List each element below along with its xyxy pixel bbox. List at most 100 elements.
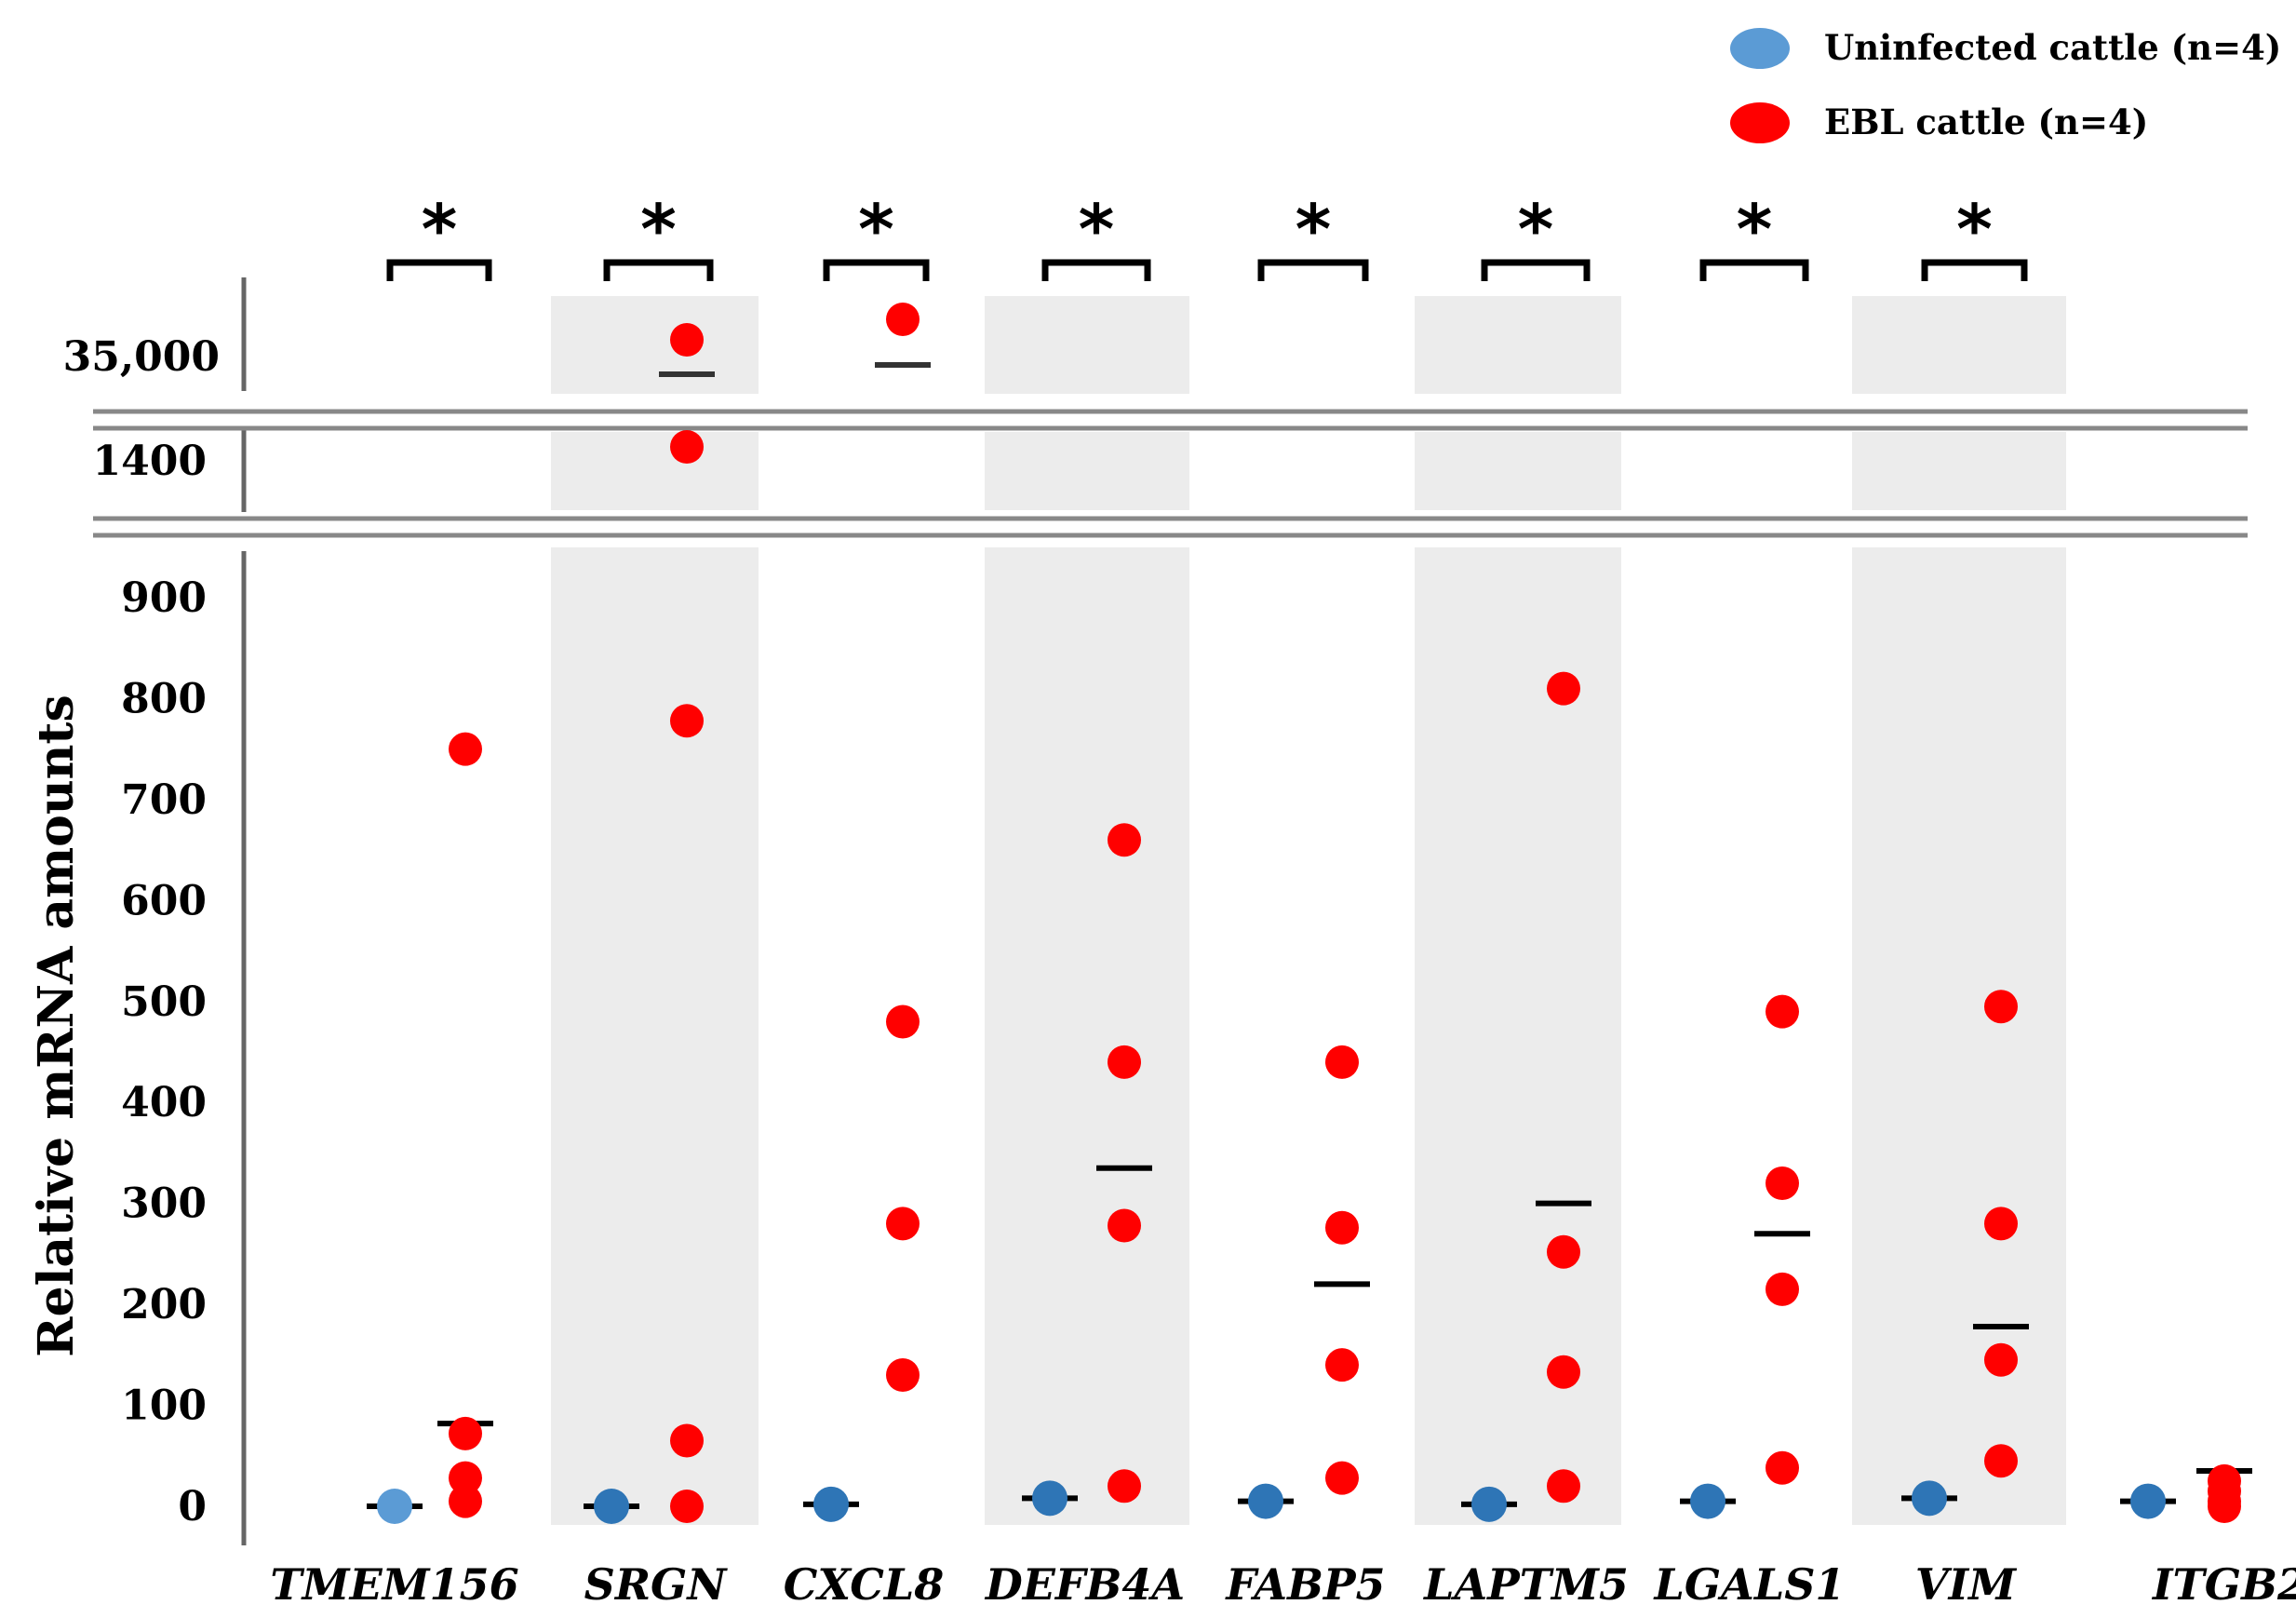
- point-ebl: [1984, 990, 2018, 1024]
- legend: Uninfected cattle (n=4) EBL cattle (n=4): [1730, 27, 2281, 143]
- point-ebl: [1984, 1444, 2018, 1478]
- point-ebl: [886, 1005, 920, 1039]
- point-ebl: [1547, 1355, 1580, 1389]
- significance-bracket: [823, 259, 930, 281]
- significance-bracket: [1257, 259, 1369, 281]
- point-ebl: [1108, 1208, 1141, 1243]
- significance-brackets: * * * * * * * *: [386, 190, 2028, 281]
- significance-bracket: [1481, 259, 1591, 281]
- significance-star: *: [1518, 190, 1554, 270]
- point-ebl: [670, 1423, 704, 1458]
- point-ebl: [1766, 1450, 1799, 1485]
- point-ebl: [1108, 823, 1141, 857]
- point-ebl: [1766, 1166, 1799, 1200]
- significance-bracket: [603, 259, 714, 281]
- point-ebl: [1984, 1342, 2018, 1377]
- point-ebl: [1325, 1210, 1359, 1245]
- significance-star: *: [858, 190, 894, 270]
- y-tick-label: 900: [121, 574, 207, 622]
- point-ebl: [1766, 994, 1799, 1029]
- legend-marker-ebl: [1730, 102, 1790, 143]
- legend-marker-uninfected: [1730, 28, 1790, 69]
- point-ebl: [1984, 1207, 2018, 1241]
- gene-label: DEFB4A: [984, 1559, 1185, 1610]
- y-tick-label: 100: [121, 1382, 207, 1430]
- point-ebl: [886, 303, 920, 336]
- point-ebl: [670, 430, 704, 464]
- point-ebl: [886, 1207, 920, 1241]
- point-ebl: [449, 1484, 482, 1518]
- significance-star: *: [1079, 190, 1115, 270]
- significance-star: *: [422, 190, 458, 270]
- y-tick-label: 1400: [93, 438, 207, 485]
- point-ebl: [449, 1461, 482, 1495]
- y-tick-label: 600: [121, 877, 207, 924]
- gene-label: CXCL8: [784, 1559, 944, 1610]
- point-ebl: [1108, 1469, 1141, 1503]
- y-tick-labels: 0 100 200 300 400 500 600 700 800 900 1400 35,000: [63, 333, 220, 1530]
- shade-band-middle: [985, 432, 1189, 510]
- shade-band-top: [1415, 296, 1621, 394]
- point-uninfected: [1471, 1486, 1507, 1522]
- point-ebl: [670, 1490, 704, 1523]
- y-tick-label: 300: [121, 1180, 207, 1228]
- point-ebl: [1325, 1461, 1359, 1495]
- y-axis-label: Relative mRNA amounts: [28, 694, 85, 1356]
- gene-label: SRGN: [584, 1559, 729, 1610]
- gene-label: LGALS1: [1653, 1559, 1846, 1610]
- point-ebl: [1547, 1234, 1580, 1269]
- gene-label: TMEM156: [270, 1559, 518, 1610]
- point-uninfected: [813, 1486, 849, 1522]
- point-ebl: [1325, 1045, 1359, 1079]
- point-ebl: [670, 704, 704, 738]
- y-tick-label: 500: [121, 978, 207, 1026]
- point-ebl: [449, 1416, 482, 1450]
- gene-label: FABP5: [1224, 1559, 1385, 1610]
- y-tick-label: 35,000: [63, 333, 220, 381]
- significance-bracket: [1041, 259, 1151, 281]
- y-tick-label: 400: [121, 1079, 207, 1126]
- shade-band-lower: [1852, 547, 2066, 1525]
- significance-star: *: [640, 190, 677, 270]
- point-uninfected: [1690, 1483, 1725, 1519]
- shade-band-lower: [985, 547, 1189, 1525]
- y-tick-label: 700: [121, 776, 207, 824]
- point-ebl: [1547, 1469, 1580, 1503]
- point-ebl: [1108, 1045, 1141, 1079]
- point-ebl: [1547, 671, 1580, 706]
- gene-label: LAPTM5: [1422, 1559, 1629, 1610]
- point-ebl: [1325, 1348, 1359, 1382]
- shade-band-middle: [551, 432, 759, 510]
- point-ebl: [449, 732, 482, 766]
- point-ebl: [670, 323, 704, 357]
- point-ebl: [2208, 1490, 2241, 1523]
- point-ebl: [886, 1358, 920, 1393]
- gene-label: ITGB2: [2151, 1559, 2296, 1610]
- y-tick-label: 0: [178, 1483, 207, 1530]
- significance-bracket: [1921, 259, 2028, 281]
- y-tick-label: 800: [121, 675, 207, 722]
- x-category-labels: TMEM156 SRGN CXCL8 DEFB4A FABP5 LAPTM5 LGALS1 V…: [270, 1559, 2296, 1610]
- point-uninfected: [2130, 1483, 2166, 1519]
- shade-band-lower: [1415, 547, 1621, 1525]
- significance-bracket: [1699, 259, 1809, 281]
- point-uninfected: [1912, 1480, 1947, 1517]
- point-uninfected: [1032, 1480, 1067, 1517]
- point-ebl: [1766, 1272, 1799, 1306]
- shade-band-top: [1852, 296, 2066, 394]
- point-uninfected: [1248, 1483, 1283, 1519]
- point-uninfected: [594, 1489, 629, 1524]
- shade-band-lower: [551, 547, 759, 1525]
- shade-band-middle: [1852, 432, 2066, 510]
- gene-label: VIM: [1915, 1559, 2018, 1610]
- shade-band-top: [551, 296, 759, 394]
- significance-bracket: [386, 259, 492, 281]
- shade-band-middle: [1415, 432, 1621, 510]
- legend-label-uninfected: Uninfected cattle (n=4): [1824, 27, 2281, 68]
- shade-band-top: [985, 296, 1189, 394]
- point-uninfected: [377, 1489, 412, 1524]
- significance-star: *: [1956, 190, 1993, 270]
- shade-bands: [551, 296, 2066, 1525]
- data-points: [377, 303, 2241, 1524]
